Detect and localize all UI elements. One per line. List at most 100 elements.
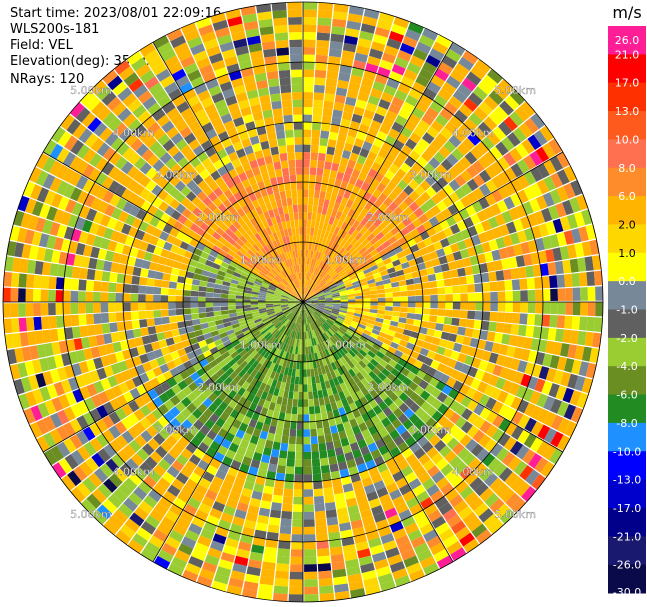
velocity-gate <box>140 268 149 278</box>
velocity-gate <box>322 479 333 489</box>
velocity-gate <box>209 413 220 424</box>
velocity-gate <box>153 348 163 359</box>
velocity-gate <box>267 524 280 534</box>
velocity-gate <box>339 212 347 222</box>
velocity-gate <box>345 342 354 350</box>
velocity-gate <box>264 546 278 556</box>
velocity-gate <box>363 577 379 588</box>
velocity-gate <box>523 170 537 186</box>
velocity-gate <box>314 190 321 199</box>
velocity-gate <box>281 326 287 334</box>
velocity-gate <box>327 232 334 241</box>
velocity-gate <box>114 242 125 254</box>
velocity-gate <box>238 172 248 182</box>
velocity-gate <box>275 310 283 315</box>
velocity-gate <box>193 448 205 460</box>
velocity-gate <box>175 75 190 88</box>
velocity-gate <box>188 425 200 437</box>
velocity-gate <box>227 332 237 340</box>
velocity-gate <box>24 198 37 214</box>
velocity-gate <box>166 360 176 371</box>
velocity-gate <box>452 442 465 456</box>
velocity-gate <box>370 294 378 299</box>
velocity-gate <box>423 356 434 367</box>
velocity-gate <box>320 457 329 466</box>
velocity-gate <box>303 279 306 288</box>
velocity-gate <box>313 267 319 275</box>
velocity-gate <box>345 428 355 438</box>
velocity-gate <box>530 338 540 351</box>
velocity-gate <box>224 56 238 67</box>
velocity-gate <box>480 320 490 331</box>
velocity-gate <box>301 264 303 272</box>
velocity-gate <box>102 429 115 444</box>
velocity-gate <box>303 302 306 310</box>
velocity-gate <box>280 442 289 452</box>
velocity-gate <box>405 278 414 286</box>
velocity-gate <box>296 272 300 280</box>
velocity-gate <box>578 361 590 377</box>
velocity-gate <box>457 240 467 251</box>
velocity-gate <box>515 385 528 399</box>
velocity-gate <box>259 288 268 293</box>
velocity-gate <box>147 388 159 400</box>
velocity-gate <box>310 368 315 377</box>
velocity-gate <box>258 213 266 222</box>
velocity-gate <box>420 275 429 283</box>
velocity-gate <box>162 223 173 234</box>
velocity-gate <box>310 298 318 301</box>
velocity-gate <box>250 304 259 308</box>
velocity-gate <box>68 240 79 254</box>
velocity-gate <box>374 321 383 328</box>
velocity-gate <box>309 305 317 309</box>
velocity-gate <box>142 232 152 243</box>
velocity-gate <box>305 309 309 317</box>
velocity-gate <box>146 400 158 413</box>
velocity-gate <box>524 117 539 134</box>
velocity-gate <box>293 323 298 331</box>
velocity-gate <box>330 124 340 134</box>
velocity-gate <box>85 457 99 472</box>
velocity-gate <box>161 516 176 530</box>
velocity-gate <box>367 95 381 106</box>
velocity-gate <box>18 317 27 332</box>
velocity-gate <box>430 205 441 216</box>
velocity-gate <box>317 278 323 286</box>
velocity-gate <box>213 397 223 407</box>
velocity-gate <box>436 230 447 241</box>
velocity-gate <box>301 302 303 310</box>
velocity-gate <box>359 277 368 284</box>
velocity-gate <box>186 413 198 425</box>
velocity-gate <box>183 376 194 386</box>
velocity-gate <box>257 273 266 280</box>
velocity-gate <box>339 157 349 167</box>
velocity-gate <box>143 495 158 509</box>
velocity-gate <box>65 391 77 406</box>
velocity-gate <box>458 56 474 71</box>
velocity-gate <box>306 361 311 370</box>
velocity-gate <box>308 242 313 251</box>
velocity-gate <box>273 248 279 257</box>
velocity-gate <box>266 432 275 442</box>
velocity-gate <box>257 514 269 525</box>
velocity-gate <box>152 483 167 497</box>
velocity-gate <box>307 339 310 347</box>
velocity-gate <box>420 390 431 401</box>
velocity-gate <box>247 505 260 515</box>
velocity-gate <box>478 232 489 244</box>
velocity-gate <box>343 264 352 271</box>
velocity-gate <box>276 465 286 474</box>
velocity-gate <box>340 337 348 345</box>
velocity-gate <box>25 391 37 407</box>
velocity-gate <box>293 489 303 497</box>
velocity-gate <box>355 363 364 372</box>
velocity-gate <box>109 322 118 333</box>
velocity-gate <box>340 356 348 365</box>
velocity-gate <box>408 150 421 162</box>
velocity-gate <box>384 231 394 240</box>
velocity-gate <box>287 368 293 377</box>
velocity-gate <box>274 24 288 34</box>
velocity-gate <box>236 548 250 559</box>
velocity-gate <box>423 87 437 101</box>
velocity-gate <box>317 297 326 300</box>
